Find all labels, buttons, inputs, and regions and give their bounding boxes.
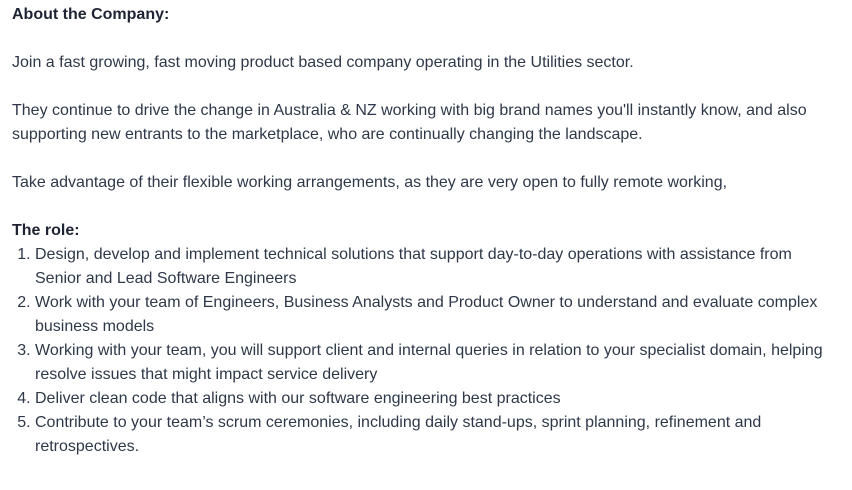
list-item: Contribute to your team’s scrum ceremoni… [35, 411, 840, 459]
role-list: Design, develop and implement technical … [12, 243, 840, 459]
spacer [12, 27, 840, 51]
about-heading: About the Company: [12, 6, 170, 23]
spacer [12, 147, 840, 171]
list-item: Design, develop and implement technical … [35, 243, 840, 291]
spacer [12, 75, 840, 99]
list-item: Work with your team of Engineers, Busine… [35, 291, 840, 339]
about-paragraph-2: They continue to drive the change in Aus… [12, 102, 807, 143]
about-paragraph-3: Take advantage of their flexible working… [12, 174, 728, 191]
list-item: Deliver clean code that aligns with our … [35, 387, 840, 411]
about-paragraph-1: Join a fast growing, fast moving product… [12, 54, 634, 71]
list-item: Working with your team, you will support… [35, 339, 840, 387]
job-description: About the Company: Join a fast growing, … [0, 0, 852, 459]
role-heading: The role: [12, 222, 80, 239]
spacer [12, 195, 840, 219]
